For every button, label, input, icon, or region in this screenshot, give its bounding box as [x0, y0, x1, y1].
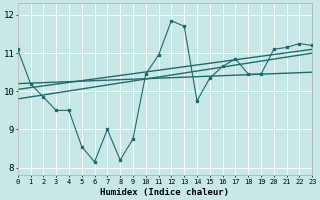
X-axis label: Humidex (Indice chaleur): Humidex (Indice chaleur): [100, 188, 229, 197]
